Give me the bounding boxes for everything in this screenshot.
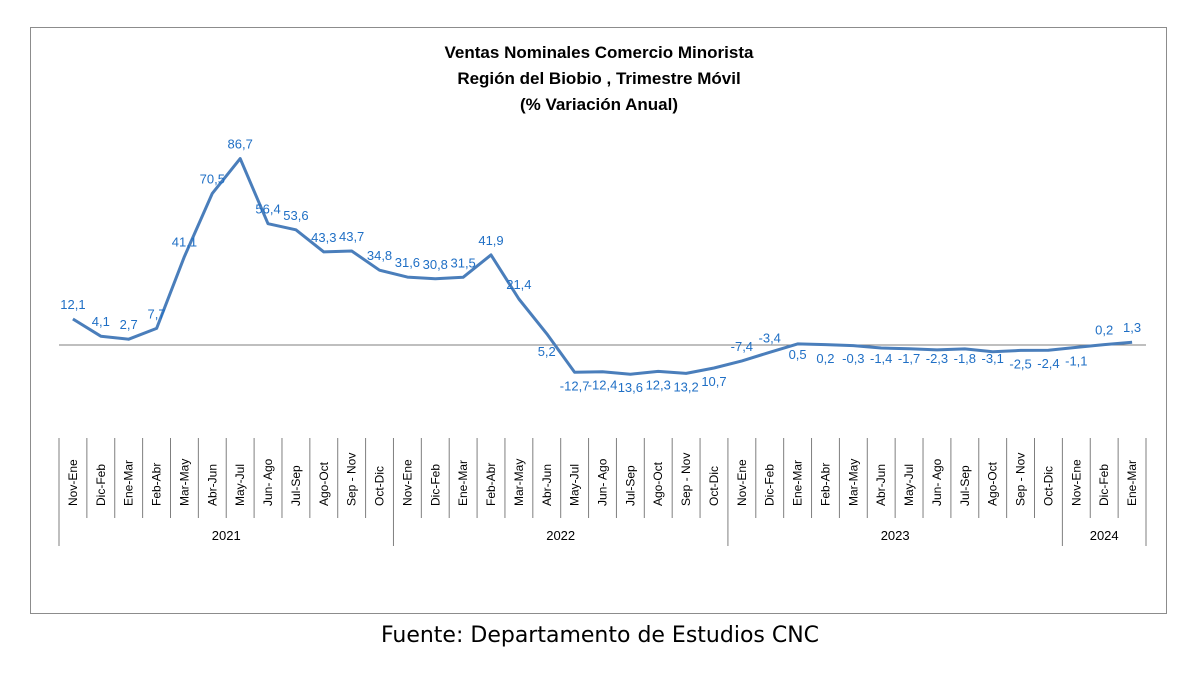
- data-label: 12,1: [60, 297, 85, 312]
- category-tick-label: Sep - Nov: [1014, 453, 1028, 506]
- year-label: 2021: [212, 528, 241, 543]
- year-label: 2024: [1090, 528, 1119, 543]
- category-tick-layer: Nov-Ene Dic-Feb Ene-Mar Feb-Abr Mar-May Abr-J…: [66, 453, 1139, 506]
- data-label: 2,7: [120, 317, 138, 332]
- data-label: -1,7: [898, 351, 920, 366]
- data-label: 12,3: [646, 377, 671, 392]
- data-label: 0,2: [1095, 323, 1113, 338]
- series-layer: [72, 157, 1133, 376]
- data-label: -7,4: [731, 339, 753, 354]
- data-label: -3,4: [759, 330, 781, 345]
- category-tick-label: Mar-May: [846, 459, 860, 506]
- category-tick-label: Nov-Ene: [1069, 459, 1083, 506]
- data-label: 4,1: [92, 314, 110, 329]
- category-tick-label: Nov-Ene: [735, 459, 749, 506]
- category-tick-label: Dic-Feb: [763, 464, 777, 506]
- category-tick-label: Sep - Nov: [679, 453, 693, 506]
- data-label-layer: 12,1 4,1 2,7 7,7 41,1 70,5 86,7 56,4 53,643,3 43,…: [60, 137, 1141, 396]
- category-tick-label: Dic-Feb: [1097, 464, 1111, 506]
- category-tick-label: Ago-Oct: [317, 461, 331, 506]
- axis-layer: [58, 344, 1147, 546]
- data-label: 30,8: [423, 257, 448, 272]
- data-label: 1,3: [1123, 320, 1141, 335]
- data-label: 21,4: [506, 277, 531, 292]
- data-label: 34,8: [367, 248, 392, 263]
- category-tick-label: Jun- Ago: [596, 458, 610, 506]
- category-tick-label: Ago-Oct: [651, 461, 665, 506]
- category-tick-label: Oct-Dic: [373, 466, 387, 506]
- data-label: -2,3: [926, 351, 948, 366]
- chart-title-line-1: Ventas Nominales Comercio Minorista: [445, 43, 754, 62]
- category-tick-label: Nov-Ene: [66, 459, 80, 506]
- series-line: [72, 157, 1133, 376]
- category-tick-label: Jun- Ago: [930, 458, 944, 506]
- category-tick-label: Ene-Mar: [1125, 460, 1139, 506]
- category-tick-label: Mar-May: [177, 459, 191, 506]
- category-tick-label: Dic-Feb: [428, 464, 442, 506]
- category-tick-label: Jul-Sep: [623, 465, 637, 506]
- data-label: -1,8: [954, 351, 976, 366]
- year-label: 2022: [546, 528, 575, 543]
- category-tick-label: Dic-Feb: [94, 464, 108, 506]
- data-label: 86,7: [228, 137, 253, 152]
- chart-title-line-3: (% Variación Anual): [520, 95, 678, 114]
- category-tick-label: Oct-Dic: [1041, 466, 1055, 506]
- category-tick-label: Feb-Abr: [484, 463, 498, 506]
- data-label: 31,6: [395, 255, 420, 270]
- line-chart: Ventas Nominales Comercio Minorista Regi…: [58, 43, 1147, 546]
- data-label: -0,3: [842, 351, 864, 366]
- chart-title-line-2: Región del Biobio , Trimestre Móvil: [457, 69, 740, 88]
- data-label: -1,4: [870, 351, 892, 366]
- data-label: 70,5: [200, 171, 225, 186]
- data-label: 13,6: [618, 380, 643, 395]
- data-label: 10,7: [701, 374, 726, 389]
- data-label: 53,6: [283, 208, 308, 223]
- data-label: 56,4: [255, 202, 280, 217]
- category-tick-label: Abr-Jun: [205, 464, 219, 506]
- data-label: 0,5: [789, 347, 807, 362]
- category-tick-label: Abr-Jun: [874, 464, 888, 506]
- data-label: -3,1: [982, 351, 1004, 366]
- data-label: 5,2: [538, 344, 556, 359]
- category-tick-label: Nov-Ene: [400, 459, 414, 506]
- data-label: -12,4: [588, 378, 618, 393]
- data-label: 0,2: [816, 351, 834, 366]
- data-label: 13,2: [673, 379, 698, 394]
- category-tick-label: Abr-Jun: [540, 464, 554, 506]
- category-tick-label: Oct-Dic: [707, 466, 721, 506]
- year-label: 2023: [881, 528, 910, 543]
- category-tick-label: Ene-Mar: [791, 460, 805, 506]
- category-tick-label: Sep - Nov: [345, 453, 359, 506]
- year-label-layer: 2021 2022 2023 2024: [212, 528, 1119, 543]
- data-label: -1,1: [1065, 353, 1087, 368]
- category-tick-label: May-Jul: [568, 464, 582, 506]
- category-tick-label: Feb-Abr: [818, 463, 832, 506]
- category-tick-label: Feb-Abr: [150, 463, 164, 506]
- data-label: -2,4: [1037, 356, 1059, 371]
- category-tick-label: Ago-Oct: [986, 461, 1000, 506]
- data-label: 43,7: [339, 229, 364, 244]
- category-tick-label: Jun- Ago: [261, 458, 275, 506]
- data-label: -2,5: [1009, 356, 1031, 371]
- category-tick-label: Jul-Sep: [958, 465, 972, 506]
- data-label: 43,3: [311, 230, 336, 245]
- category-tick-label: Ene-Mar: [122, 460, 136, 506]
- category-tick-label: Jul-Sep: [289, 465, 303, 506]
- category-tick-label: Mar-May: [512, 459, 526, 506]
- data-label: 41,1: [172, 235, 197, 250]
- category-tick-label: May-Jul: [233, 464, 247, 506]
- data-label: 31,5: [450, 255, 475, 270]
- data-label: -12,7: [560, 378, 590, 393]
- category-tick-label: Ene-Mar: [456, 460, 470, 506]
- data-label: 41,9: [478, 233, 503, 248]
- data-label: 7,7: [148, 306, 166, 321]
- source-note: Fuente: Departamento de Estudios CNC: [380, 623, 820, 648]
- chart-frame: Ventas Nominales Comercio Minorista Regi…: [30, 27, 1167, 614]
- category-tick-label: May-Jul: [902, 464, 916, 506]
